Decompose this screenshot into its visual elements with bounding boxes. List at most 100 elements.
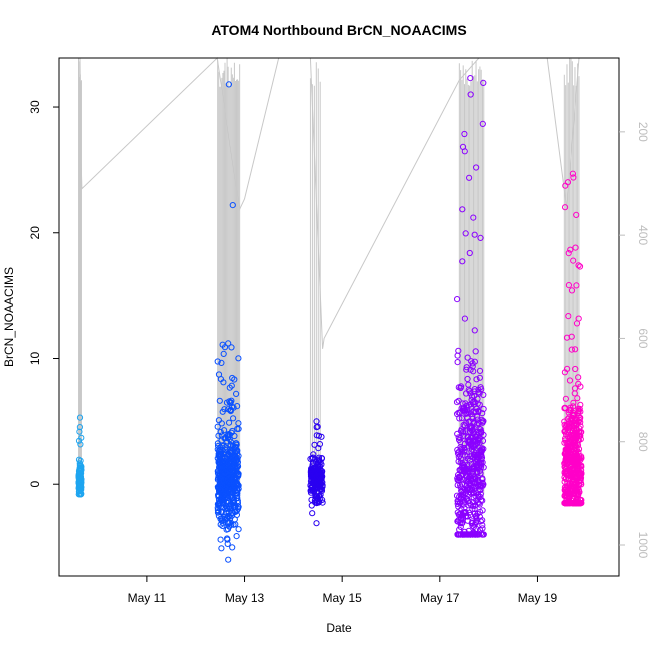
data-point bbox=[568, 287, 576, 294]
data-point bbox=[566, 489, 573, 496]
data-point bbox=[572, 244, 579, 251]
data-point bbox=[232, 443, 239, 450]
data-point bbox=[220, 467, 227, 474]
data-point bbox=[224, 526, 232, 533]
data-point bbox=[231, 516, 238, 523]
data-point bbox=[470, 465, 477, 472]
data-point bbox=[468, 396, 475, 404]
data-point bbox=[459, 206, 466, 213]
data-point bbox=[220, 476, 227, 483]
data-point bbox=[77, 480, 84, 487]
x-tick-label: May 15 bbox=[322, 591, 362, 605]
data-point bbox=[226, 384, 233, 391]
data-point-min bbox=[76, 491, 84, 498]
data-point bbox=[459, 519, 466, 527]
data-point bbox=[474, 428, 481, 435]
data-point bbox=[571, 390, 578, 397]
data-point bbox=[561, 369, 569, 376]
data-point-max bbox=[467, 75, 474, 82]
data-point bbox=[478, 416, 485, 423]
data-point bbox=[567, 433, 574, 440]
data-point bbox=[474, 470, 481, 477]
data-point-max bbox=[76, 414, 84, 421]
data-point bbox=[312, 456, 319, 463]
data-point bbox=[235, 355, 242, 362]
data-point bbox=[567, 246, 574, 253]
data-point bbox=[561, 492, 568, 499]
data-point bbox=[457, 523, 464, 531]
data-point bbox=[234, 425, 241, 432]
data-point bbox=[471, 231, 478, 238]
data-point bbox=[463, 483, 470, 490]
data-point bbox=[478, 386, 485, 393]
data-point bbox=[566, 423, 573, 430]
data-point-min bbox=[313, 520, 320, 527]
data-point bbox=[572, 481, 579, 488]
data-point bbox=[471, 386, 478, 393]
data-point bbox=[316, 441, 323, 448]
data-point bbox=[471, 480, 478, 487]
data-point bbox=[76, 424, 84, 431]
data-point bbox=[475, 500, 482, 507]
data-point bbox=[457, 519, 464, 527]
data-point bbox=[226, 431, 233, 438]
data-point bbox=[477, 491, 484, 498]
data-point bbox=[480, 464, 487, 471]
data-point-max bbox=[225, 340, 232, 347]
data-point bbox=[575, 262, 582, 269]
data-point bbox=[454, 430, 461, 437]
y2-axis: 200 400 600 800 1000 bbox=[619, 122, 650, 559]
data-point bbox=[459, 429, 466, 436]
data-point bbox=[234, 481, 242, 488]
data-point bbox=[215, 417, 222, 424]
data-point bbox=[454, 509, 461, 516]
data-point bbox=[473, 490, 480, 497]
data-point bbox=[575, 380, 582, 387]
data-point bbox=[476, 460, 483, 467]
data-point bbox=[466, 473, 473, 480]
data-point bbox=[569, 466, 576, 473]
y2-tick-label: 600 bbox=[636, 328, 650, 348]
data-point bbox=[308, 466, 315, 473]
data-point bbox=[564, 429, 571, 436]
data-point bbox=[470, 503, 477, 510]
data-point bbox=[233, 440, 240, 447]
data-point bbox=[456, 493, 463, 500]
data-point bbox=[576, 263, 584, 270]
data-point bbox=[570, 403, 577, 410]
data-point bbox=[307, 487, 314, 494]
y2-tick-label: 1000 bbox=[636, 532, 650, 559]
data-point bbox=[476, 401, 483, 408]
data-point bbox=[461, 448, 468, 455]
data-point bbox=[218, 494, 225, 501]
data-point bbox=[229, 480, 236, 487]
data-point bbox=[310, 486, 318, 493]
data-point bbox=[461, 130, 468, 138]
data-point bbox=[572, 448, 580, 455]
data-point bbox=[230, 463, 237, 470]
data-point bbox=[221, 427, 228, 434]
data-point bbox=[462, 230, 469, 237]
data-point bbox=[313, 432, 320, 439]
data-point bbox=[469, 499, 476, 506]
data-point bbox=[457, 384, 464, 391]
data-point bbox=[470, 489, 477, 496]
data-point bbox=[564, 179, 572, 186]
data-point bbox=[561, 439, 568, 446]
data-point bbox=[479, 419, 486, 426]
data-point bbox=[231, 376, 238, 383]
data-point bbox=[565, 282, 573, 289]
y-tick-label: 30 bbox=[28, 100, 42, 114]
data-point bbox=[577, 471, 585, 478]
data-point bbox=[315, 445, 322, 452]
data-point bbox=[564, 500, 571, 507]
data-point bbox=[216, 397, 223, 404]
data-point bbox=[309, 462, 316, 469]
data-point bbox=[458, 426, 465, 433]
data-point bbox=[565, 448, 573, 455]
data-point bbox=[77, 487, 84, 494]
data-point bbox=[578, 453, 585, 460]
data-point bbox=[467, 91, 474, 98]
data-point bbox=[573, 211, 580, 218]
data-point bbox=[570, 399, 577, 406]
